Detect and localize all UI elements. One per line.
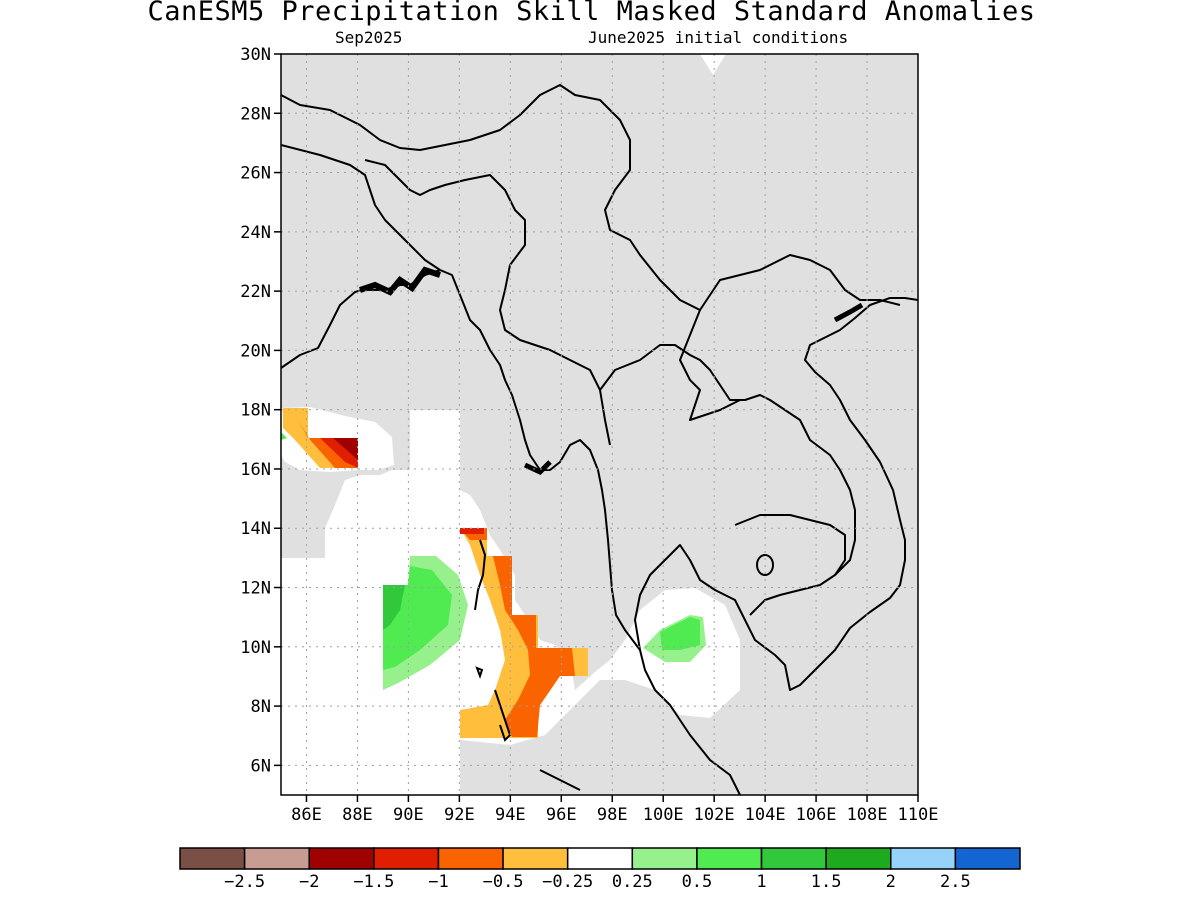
map-frame (280, 53, 919, 796)
masked-region (281, 54, 918, 795)
colorbar-swatch (243, 847, 310, 870)
anomaly-orange-light-north (283, 408, 335, 468)
x-tick-label: 88E (342, 805, 373, 825)
y-tick-label: 10N (240, 638, 271, 658)
x-tick-label: 100E (643, 805, 684, 825)
colorbar-swatch (890, 847, 957, 870)
y-tick-label: 16N (240, 460, 271, 480)
ganges-delta (359, 266, 441, 296)
anomaly-darkgreen-bay (383, 585, 405, 630)
x-axis: 86E 88E 90E 92E 94E 96E 98E 100E 102E 104E 106E 108… (291, 795, 938, 825)
red-river-delta (833, 302, 864, 323)
map-title: CanESM5 Precipitation Skill Masked Stand… (147, 0, 1036, 27)
colorbar (179, 847, 1021, 870)
colorbar-swatch (373, 847, 440, 870)
colorbar-label: 0.5 (682, 872, 713, 892)
colorbar-label: 0.25 (612, 872, 653, 892)
colorbar-label: −2.5 (224, 872, 265, 892)
y-tick-label: 24N (240, 223, 271, 243)
colorbar-swatch (502, 847, 569, 870)
colorbar-label: −0.5 (483, 872, 524, 892)
colorbar-swatch (566, 847, 634, 870)
anomaly-orange-andaman (460, 528, 575, 737)
anomaly-green-gulf (660, 617, 700, 650)
x-tick-label: 94E (495, 805, 526, 825)
x-tick-label: 96E (546, 805, 577, 825)
y-tick-label: 6N (251, 756, 271, 776)
x-tick-label: 108E (847, 805, 888, 825)
colorbar-swatch (825, 847, 892, 870)
x-tick-label: 92E (444, 805, 475, 825)
x-tick-label: 90E (393, 805, 424, 825)
colorbar-swatch (631, 847, 698, 870)
y-tick-label: 14N (240, 519, 271, 539)
y-tick-label: 30N (240, 45, 271, 65)
colorbar-label: 2 (886, 872, 896, 892)
colorbar-label: 1 (756, 872, 766, 892)
colorbar-label: −1.5 (353, 872, 394, 892)
x-tick-label: 106E (796, 805, 837, 825)
y-tick-label: 20N (240, 341, 271, 361)
y-tick-label: 12N (240, 579, 271, 599)
colorbar-label: 2.5 (940, 872, 971, 892)
subtitle-month: Sep2025 (335, 28, 403, 47)
colorbar-labels: −2.5 −2 −1.5 −1 −0.5 −0.25 0.25 0.5 1 1.5 2 2.5 (224, 872, 971, 892)
irrawaddy-delta (523, 460, 552, 476)
anomaly-green-edge (281, 432, 287, 440)
x-tick-label: 104E (745, 805, 786, 825)
colorbar-swatch (437, 847, 504, 870)
colorbar-swatch (696, 847, 763, 870)
colorbar-label: 1.5 (811, 872, 842, 892)
y-tick-label: 26N (240, 164, 271, 184)
colorbar-swatch (954, 847, 1021, 870)
colorbar-swatch (179, 847, 246, 870)
colorbar-label: −2 (299, 872, 319, 892)
islands (474, 539, 774, 791)
x-tick-label: 102E (694, 805, 735, 825)
x-tick-label: 98E (597, 805, 628, 825)
y-tick-label: 28N (240, 104, 271, 124)
y-tick-label: 18N (240, 401, 271, 421)
x-tick-label: 110E (898, 805, 939, 825)
colorbar-swatch (308, 847, 375, 870)
y-tick-label: 8N (251, 697, 271, 717)
anomaly-red-andaman (460, 528, 484, 534)
colorbar-label: −1 (428, 872, 448, 892)
anomaly-darkred-north (333, 438, 358, 460)
colorbar-swatch (760, 847, 827, 870)
colorbar-label: −0.25 (542, 872, 593, 892)
subtitle-init-conditions: June2025 initial conditions (588, 28, 849, 47)
grid-lines (281, 54, 918, 795)
y-axis: 6N 8N 10N 12N 14N 16N 18N 20N 22N 24N 26N 28N 30N (240, 45, 281, 776)
y-tick-label: 22N (240, 282, 271, 302)
x-tick-label: 86E (291, 805, 322, 825)
